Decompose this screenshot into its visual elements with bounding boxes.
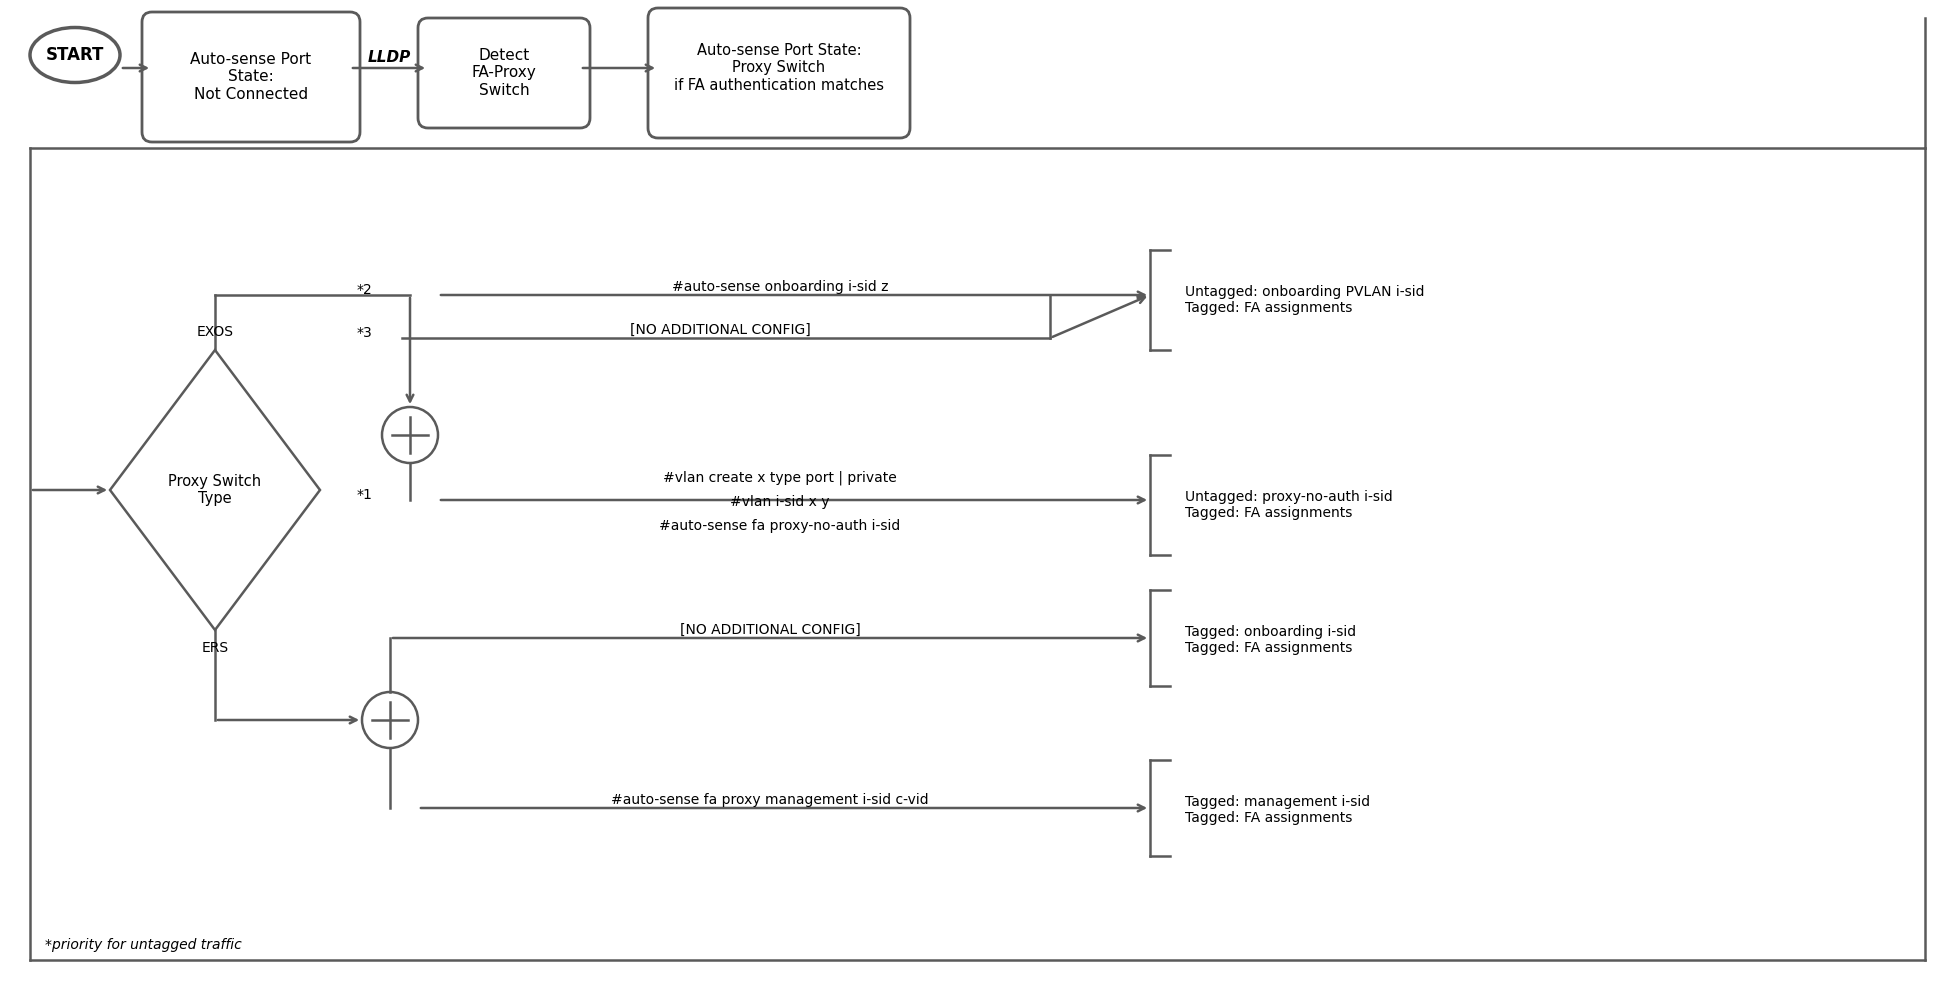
Text: ERS: ERS [201,641,228,655]
Text: EXOS: EXOS [197,325,234,339]
Polygon shape [109,350,320,630]
Text: #vlan i-sid x y: #vlan i-sid x y [729,495,831,509]
Text: START: START [45,46,103,64]
FancyBboxPatch shape [142,12,361,142]
Text: #auto-sense fa proxy management i-sid c-vid: #auto-sense fa proxy management i-sid c-… [610,793,928,807]
Text: [NO ADDITIONAL CONFIG]: [NO ADDITIONAL CONFIG] [681,623,860,637]
Text: Untagged: onboarding PVLAN i-sid
Tagged: FA assignments: Untagged: onboarding PVLAN i-sid Tagged:… [1186,285,1425,315]
Text: *3: *3 [357,326,372,340]
Text: Proxy Switch
Type: Proxy Switch Type [168,474,261,506]
FancyBboxPatch shape [417,18,591,128]
Text: *2: *2 [357,283,372,297]
Text: Untagged: proxy-no-auth i-sid
Tagged: FA assignments: Untagged: proxy-no-auth i-sid Tagged: FA… [1186,490,1392,520]
Text: Tagged: onboarding i-sid
Tagged: FA assignments: Tagged: onboarding i-sid Tagged: FA assi… [1186,624,1355,655]
Text: *priority for untagged traffic: *priority for untagged traffic [45,938,242,952]
Text: LLDP: LLDP [367,50,411,65]
Ellipse shape [29,28,121,83]
Text: [NO ADDITIONAL CONFIG]: [NO ADDITIONAL CONFIG] [630,323,811,337]
Text: Auto-sense Port State:
Proxy Switch
if FA authentication matches: Auto-sense Port State: Proxy Switch if F… [675,43,883,93]
Text: Tagged: management i-sid
Tagged: FA assignments: Tagged: management i-sid Tagged: FA assi… [1186,795,1371,825]
Text: *1: *1 [357,488,372,502]
Text: #auto-sense onboarding i-sid z: #auto-sense onboarding i-sid z [671,280,889,294]
Text: #auto-sense fa proxy-no-auth i-sid: #auto-sense fa proxy-no-auth i-sid [659,519,901,533]
Text: Auto-sense Port
State:
Not Connected: Auto-sense Port State: Not Connected [191,52,312,102]
Text: #vlan create x type port | private: #vlan create x type port | private [663,470,897,485]
FancyBboxPatch shape [647,8,911,138]
Text: Detect
FA-Proxy
Switch: Detect FA-Proxy Switch [472,48,536,98]
